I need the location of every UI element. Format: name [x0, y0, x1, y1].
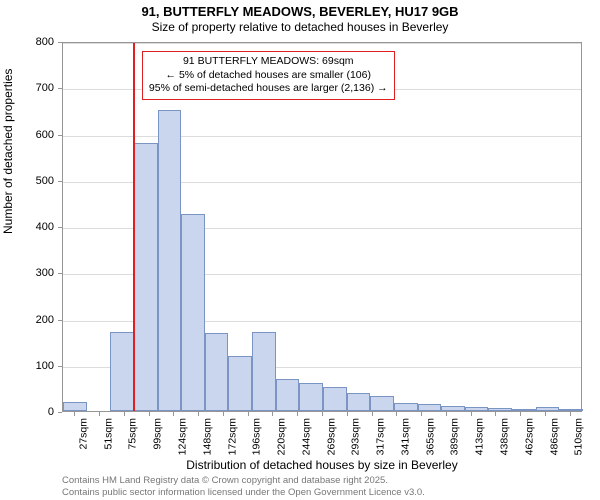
annotation-line: 91 BUTTERFLY MEADOWS: 69sqm [149, 55, 388, 69]
histogram-bar [441, 406, 465, 411]
title-block: 91, BUTTERFLY MEADOWS, BEVERLEY, HU17 9G… [0, 0, 600, 35]
footer-line1: Contains HM Land Registry data © Crown c… [62, 475, 425, 486]
x-tick-label: 269sqm [325, 418, 337, 455]
x-tick-label: 27sqm [77, 418, 89, 450]
histogram-bar [110, 332, 134, 411]
histogram-bar [418, 404, 442, 411]
x-tick-label: 244sqm [300, 418, 312, 455]
x-tick-label: 413sqm [474, 418, 486, 455]
x-tick-label: 438sqm [498, 418, 510, 455]
y-tick-label: 200 [36, 314, 54, 326]
annotation-line: 95% of semi-detached houses are larger (… [149, 82, 388, 96]
histogram-bar [536, 407, 560, 411]
x-tick-label: 51sqm [102, 418, 114, 450]
histogram-bar [158, 110, 182, 411]
x-axis-labels: 27sqm 51sqm 75sqm 99sqm 124sqm 148sqm 172sqm 19… [62, 414, 582, 462]
x-tick-label: 99sqm [152, 418, 164, 450]
x-tick-label: 486sqm [548, 418, 560, 455]
annotation-line: ← 5% of detached houses are smaller (106… [149, 69, 388, 83]
y-tick-label: 100 [36, 360, 54, 372]
gridline [63, 43, 581, 44]
x-tick-label: 341sqm [399, 418, 411, 455]
gridline [63, 136, 581, 137]
footer-credits: Contains HM Land Registry data © Crown c… [62, 475, 425, 498]
histogram-bar [276, 379, 300, 411]
x-tick-label: 317sqm [375, 418, 387, 455]
histogram-bar [488, 408, 512, 411]
y-tick-label: 300 [36, 267, 54, 279]
histogram-bar [323, 387, 347, 411]
x-tick-label: 172sqm [226, 418, 238, 455]
y-tick-label: 0 [48, 406, 54, 418]
x-tick-label: 365sqm [424, 418, 436, 455]
y-tick-label: 800 [36, 36, 54, 48]
x-tick-label: 196sqm [251, 418, 263, 455]
histogram-bar [252, 332, 276, 411]
x-tick-label: 75sqm [127, 418, 139, 450]
histogram-bar [181, 214, 205, 411]
chart-container: 91, BUTTERFLY MEADOWS, BEVERLEY, HU17 9G… [0, 0, 600, 500]
x-axis-title: Distribution of detached houses by size … [62, 458, 582, 472]
y-tick-label: 500 [36, 175, 54, 187]
histogram-bar [559, 409, 583, 411]
annotation-box: 91 BUTTERFLY MEADOWS: 69sqm← 5% of detac… [142, 51, 395, 100]
histogram-bar [347, 393, 371, 412]
y-axis-labels: 0100200300400500600700800 [0, 42, 58, 412]
histogram-bar [228, 356, 252, 412]
y-tick-label: 600 [36, 129, 54, 141]
property-marker-line [133, 43, 135, 411]
title-subtitle: Size of property relative to detached ho… [0, 20, 600, 35]
histogram-bar [394, 403, 418, 411]
title-address: 91, BUTTERFLY MEADOWS, BEVERLEY, HU17 9G… [0, 4, 600, 20]
histogram-bar [370, 396, 394, 411]
x-tick-label: 389sqm [449, 418, 461, 455]
plot-area: 91 BUTTERFLY MEADOWS: 69sqm← 5% of detac… [62, 42, 582, 412]
x-tick-label: 293sqm [350, 418, 362, 455]
histogram-bar [205, 333, 229, 411]
histogram-bar [512, 409, 536, 411]
footer-line2: Contains public sector information licen… [62, 487, 425, 498]
histogram-bar [63, 402, 87, 411]
x-tick-label: 462sqm [523, 418, 535, 455]
chart-wrap: 91 BUTTERFLY MEADOWS: 69sqm← 5% of detac… [62, 42, 582, 412]
y-tick-label: 400 [36, 221, 54, 233]
x-tick-label: 124sqm [176, 418, 188, 455]
histogram-bar [465, 407, 489, 411]
x-tick-label: 148sqm [201, 418, 213, 455]
x-tick-label: 510sqm [573, 418, 585, 455]
histogram-bar [299, 383, 323, 411]
histogram-bar [134, 143, 158, 411]
x-tick-label: 220sqm [275, 418, 287, 455]
y-tick-label: 700 [36, 82, 54, 94]
